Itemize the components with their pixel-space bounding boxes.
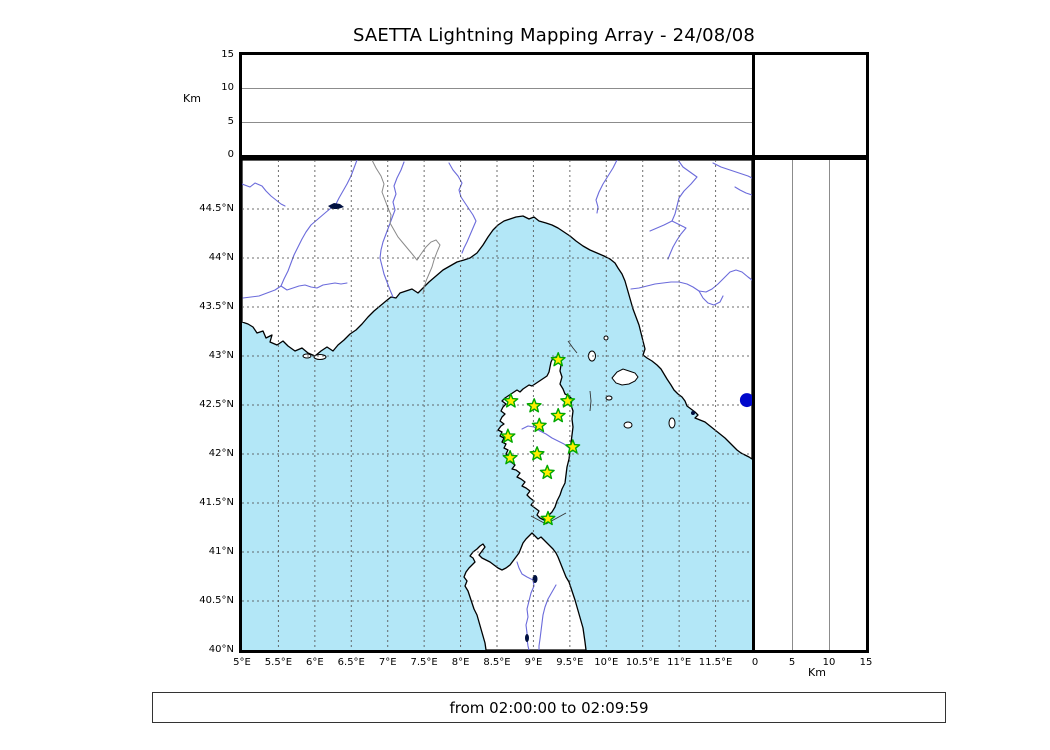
tick-label: 40°N <box>208 644 234 655</box>
tick-label: 40.5°N <box>199 595 234 606</box>
tick-label: 11°E <box>667 657 692 668</box>
km-axis-label-bottom: Km <box>808 666 826 679</box>
lma-station-star <box>500 428 516 443</box>
altitude-axis-label-left: Km <box>183 92 201 105</box>
tick-label: 41.5°N <box>199 497 234 508</box>
tick-label: 43.5°N <box>199 301 234 312</box>
tick-label: 5 <box>788 657 796 668</box>
country-border-france-italy <box>371 160 441 295</box>
lma-stations-layer <box>500 352 752 526</box>
lake-serre-poncon <box>328 203 344 209</box>
extra-station-marker <box>739 393 752 408</box>
tick-label: 7°E <box>378 657 397 668</box>
tick-label: 5 <box>227 115 234 127</box>
corner-panel <box>752 52 869 158</box>
tick-label: 42.5°N <box>199 399 234 410</box>
figure-title: SAETTA Lightning Mapping Array - 24/08/0… <box>352 25 756 46</box>
tick-label: 43°N <box>208 350 234 361</box>
port-cros-island <box>313 354 327 360</box>
time-window-box: from 02:00:00 to 02:09:59 <box>152 692 946 723</box>
lma-station-star <box>560 393 576 408</box>
tick-label: 0 <box>751 657 759 668</box>
tick-label: 7.5°E <box>410 657 438 668</box>
geographic-map <box>242 160 752 650</box>
lma-station-star <box>550 407 566 423</box>
lma-station-star <box>539 464 555 480</box>
tick-label: 6°E <box>306 657 324 668</box>
lma-station-star <box>526 398 542 413</box>
km-gridline <box>792 160 793 650</box>
lma-station-star <box>503 393 519 408</box>
km-gridline <box>829 160 830 650</box>
tick-label: 15 <box>859 657 873 668</box>
mainland-france-italy-coast <box>242 160 752 460</box>
tick-label: 0 <box>227 149 234 160</box>
time-window-text: from 02:00:00 to 02:09:59 <box>449 698 649 717</box>
lma-station-star <box>529 446 545 461</box>
tick-label: 44°N <box>208 252 234 263</box>
tick-label: 8.5°E <box>483 657 511 668</box>
lma-station-star <box>540 510 556 526</box>
altitude-vs-latitude-panel <box>752 157 869 653</box>
lma-station-star <box>550 352 566 367</box>
lma-station-star <box>502 450 518 465</box>
tick-label: 10 <box>221 82 234 94</box>
altitude-vs-longitude-panel <box>239 52 755 158</box>
tick-label: 9°E <box>524 657 543 668</box>
tick-label: 8°E <box>451 657 470 668</box>
tick-label: 9.5°E <box>556 657 584 668</box>
tick-label: 42°N <box>208 448 234 459</box>
tick-label: 11.5°E <box>698 657 733 668</box>
tick-label: 41°N <box>208 546 234 557</box>
tick-label: 10.5°E <box>625 657 660 668</box>
tick-label: 44.5°N <box>199 203 234 214</box>
tick-label: 5°E <box>233 657 251 668</box>
sardinia-lake <box>525 634 529 642</box>
montecristo-island <box>623 421 633 429</box>
sardinia-island <box>463 532 587 650</box>
tick-label: 10 <box>822 657 836 668</box>
lma-station-star <box>565 439 581 454</box>
giglio-island <box>668 417 676 429</box>
tick-label: 5.5°E <box>264 657 293 668</box>
altitude-gridline <box>242 121 752 123</box>
elba-island <box>611 368 639 386</box>
tick-label: 10°E <box>594 657 619 668</box>
orbetello-lagoon <box>691 411 695 415</box>
pianosa-island <box>605 395 613 401</box>
corsica-island <box>497 356 574 521</box>
lma-station-star <box>531 417 547 433</box>
tick-label: 15 <box>221 49 234 60</box>
tick-label: 6.5°E <box>337 657 365 668</box>
altitude-gridline <box>242 88 752 90</box>
